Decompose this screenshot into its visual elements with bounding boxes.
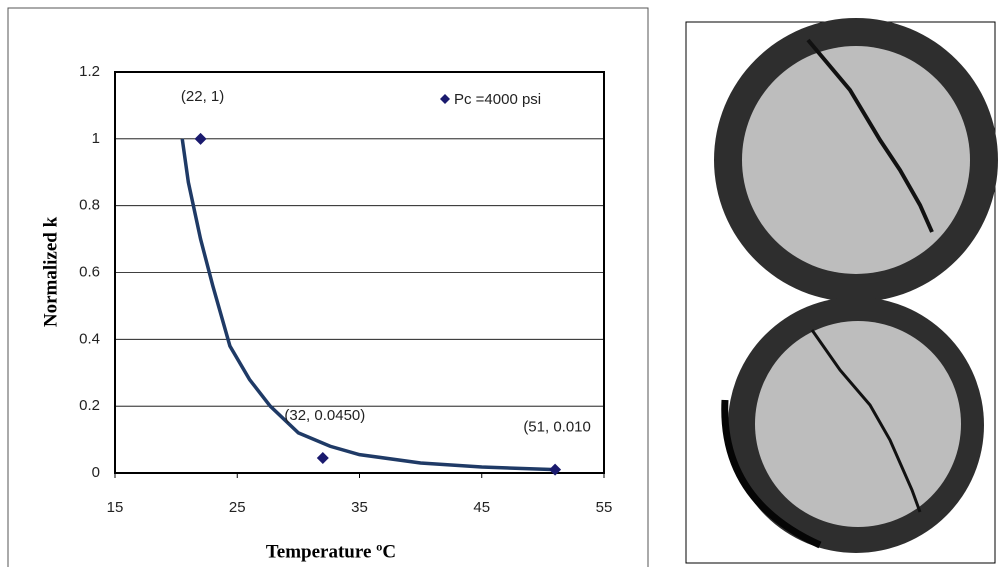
y-axis-title: Normalized k	[40, 216, 61, 327]
data-label: (22, 1)	[181, 88, 224, 105]
page: Normalized k Temperature ºC 0 0.2 0.4 0.6 0.…	[0, 0, 1004, 567]
ct-images	[686, 18, 998, 563]
scan-core	[755, 321, 961, 527]
y-tick-label: 0.8	[79, 197, 100, 214]
data-label: (32, 0.0450)	[284, 407, 365, 424]
x-tick-label: 55	[596, 499, 613, 516]
x-tick-label: 35	[351, 499, 368, 516]
y-tick-label: 1.2	[79, 63, 100, 80]
data-label: (51, 0.010	[523, 419, 591, 436]
y-tick-label: 0.6	[79, 263, 100, 280]
x-axis-title: Temperature ºC	[266, 541, 396, 562]
x-tick-label: 45	[473, 499, 490, 516]
scan-core	[742, 46, 970, 274]
y-tick-label: 0.2	[79, 397, 100, 414]
chart-frame	[8, 8, 648, 567]
x-tick-label: 25	[229, 499, 246, 516]
legend-label: Pc =4000 psi	[454, 91, 541, 108]
y-tick-label: 0.4	[79, 330, 100, 347]
y-tick-label: 1	[92, 130, 100, 147]
x-tick-label: 15	[107, 499, 124, 516]
y-tick-label: 0	[92, 464, 100, 481]
